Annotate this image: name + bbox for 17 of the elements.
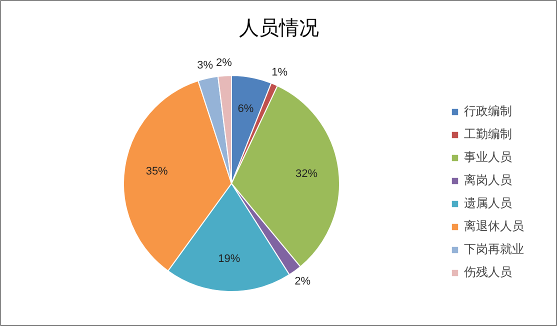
legend-label: 遗属人员: [464, 195, 512, 212]
data-label: 2%: [216, 56, 232, 69]
legend-label: 离岗人员: [464, 172, 512, 189]
legend-label: 工勤编制: [464, 126, 512, 143]
legend-label: 伤残人员: [464, 264, 512, 281]
data-label: 3%: [197, 59, 214, 72]
chart-title: 人员情况: [239, 18, 319, 40]
data-label: 2%: [294, 275, 311, 288]
data-label: 35%: [146, 166, 168, 178]
legend-label: 事业人员: [464, 149, 512, 166]
data-label: 19%: [218, 253, 240, 266]
data-label: 32%: [295, 168, 318, 180]
legend-label: 离退休人员: [464, 218, 524, 235]
legend-label: 行政编制: [464, 103, 512, 120]
legend-label: 下岗再就业: [464, 241, 524, 258]
data-label: 1%: [272, 66, 288, 78]
data-label: 6%: [238, 103, 254, 116]
